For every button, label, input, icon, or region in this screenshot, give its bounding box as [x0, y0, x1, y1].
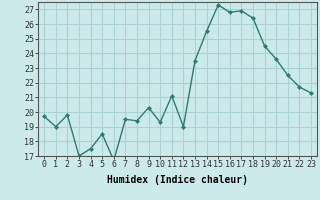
- X-axis label: Humidex (Indice chaleur): Humidex (Indice chaleur): [107, 175, 248, 185]
